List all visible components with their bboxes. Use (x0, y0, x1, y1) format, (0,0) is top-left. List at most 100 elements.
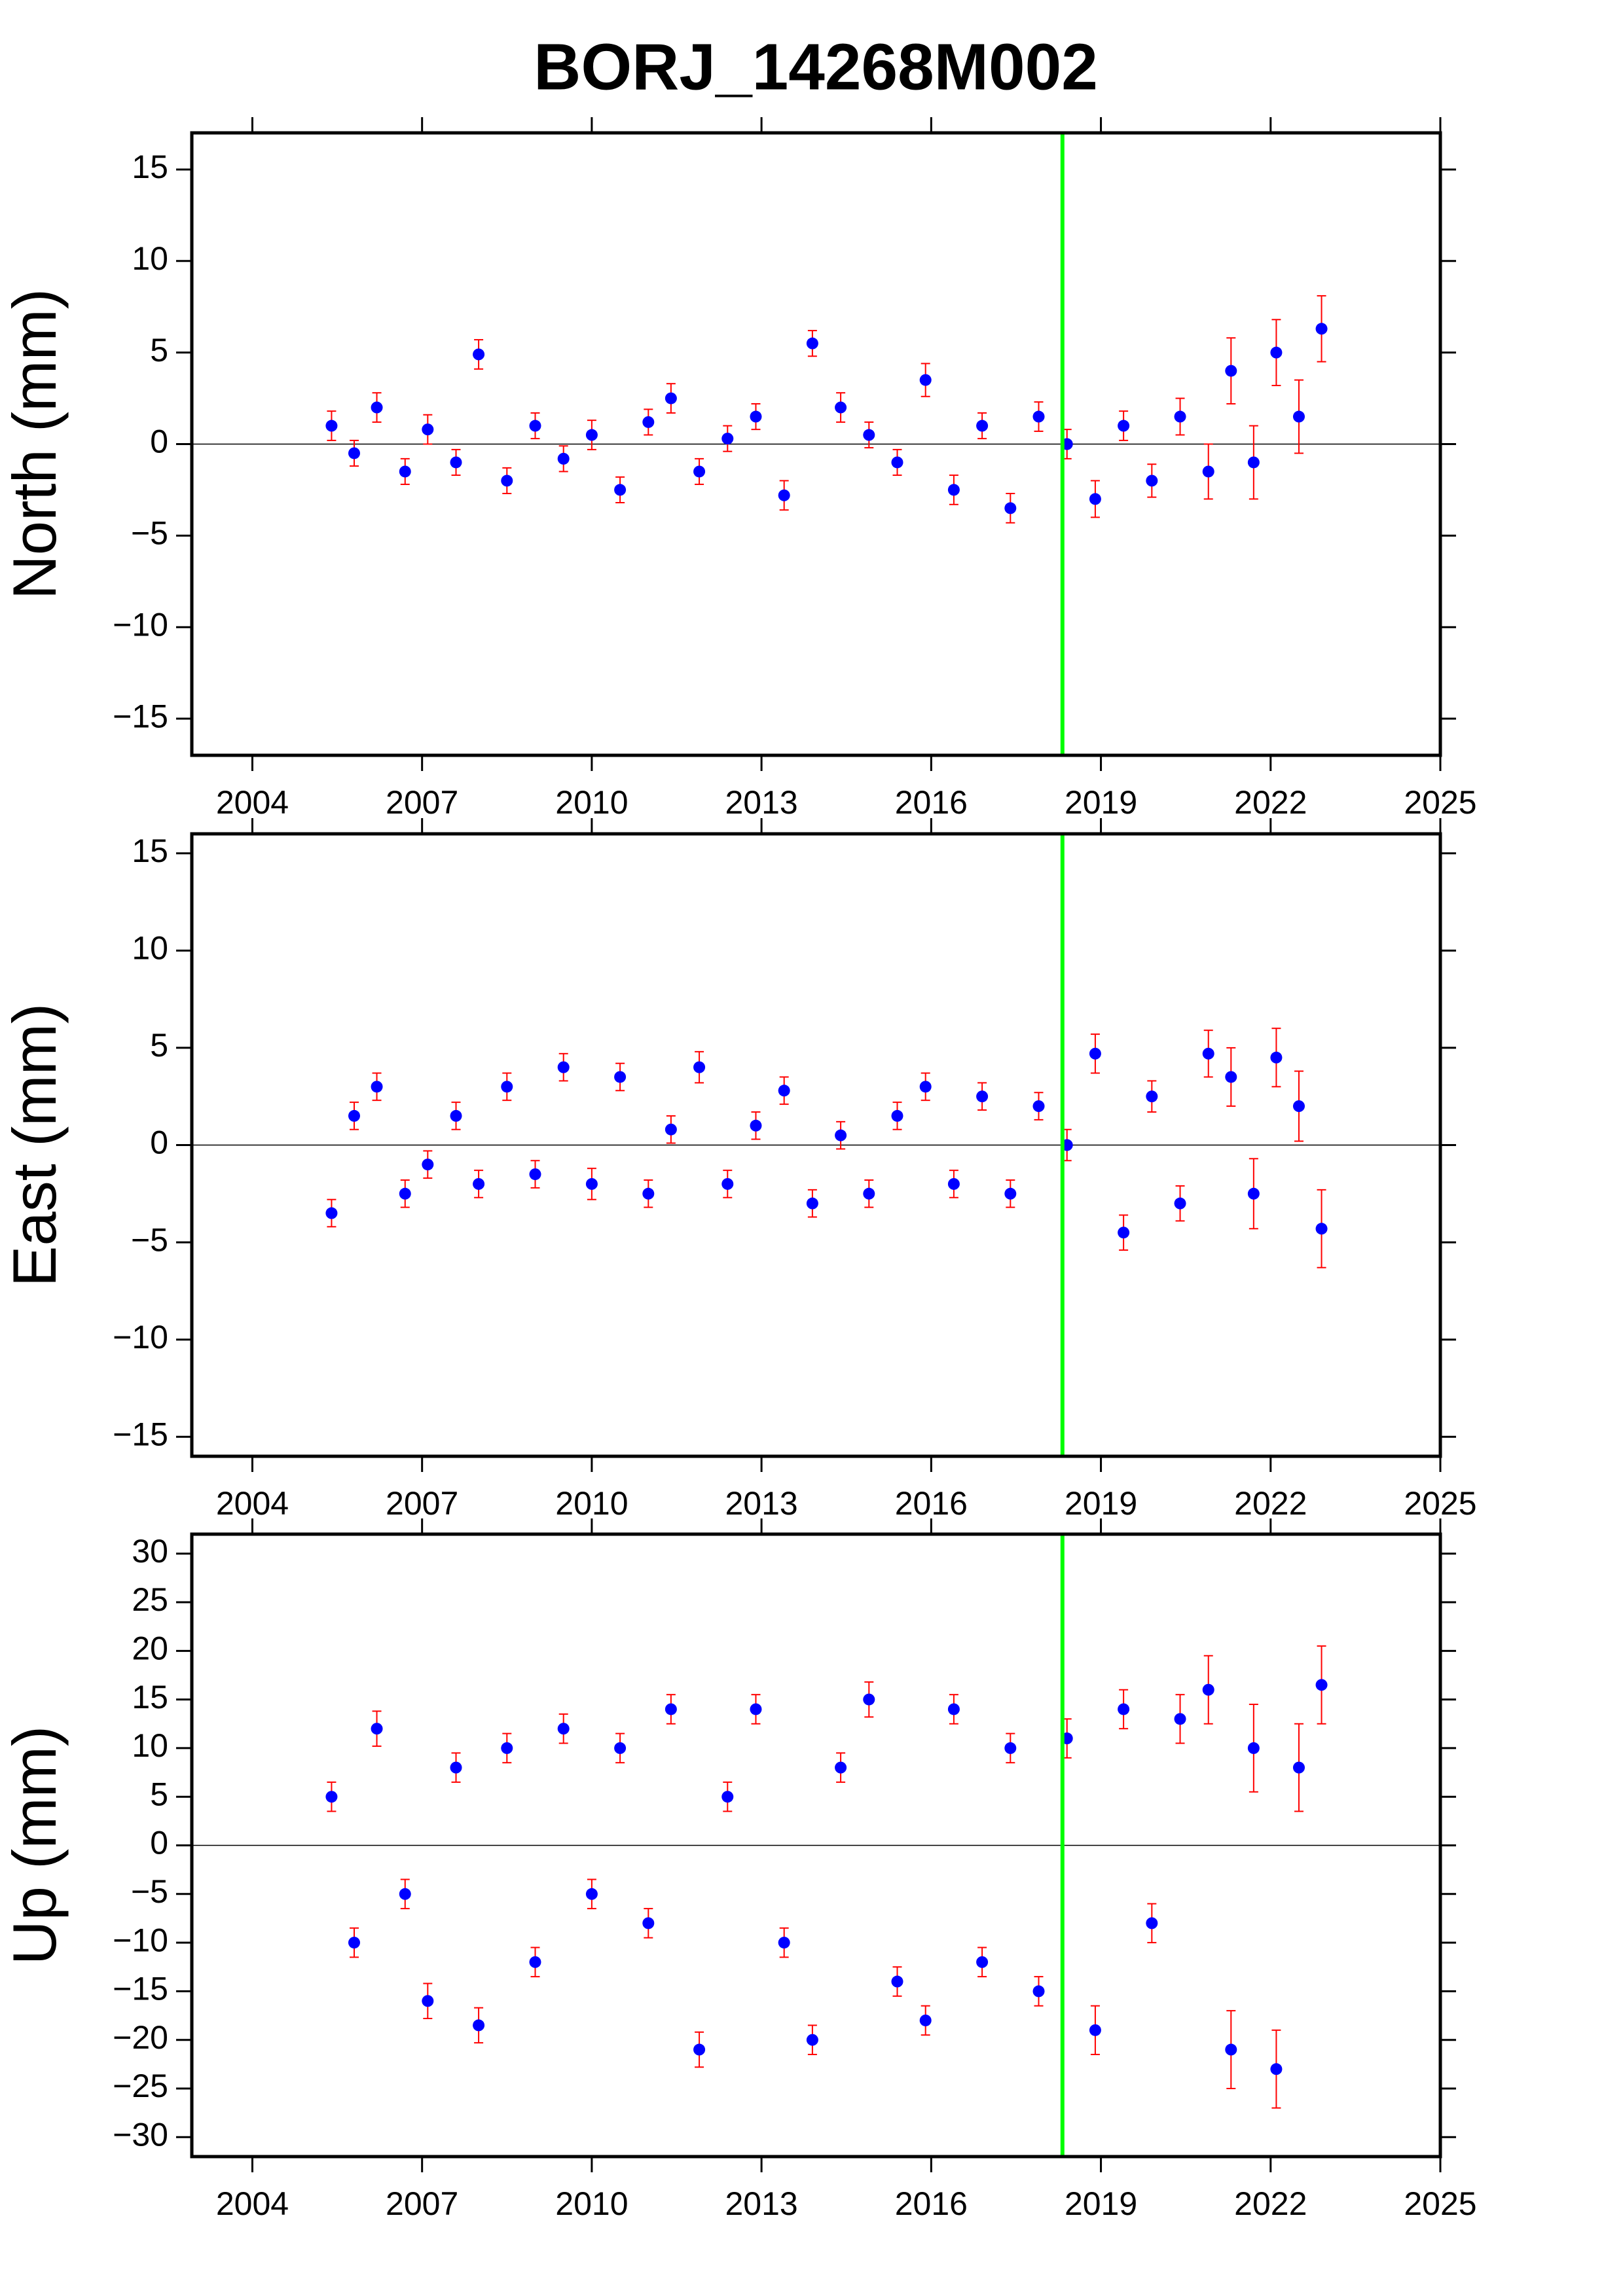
data-point (450, 456, 462, 469)
y-tick-label: 15 (132, 1679, 168, 1715)
data-point (693, 2043, 706, 2056)
x-tick-label: 2022 (1234, 784, 1307, 821)
y-tick-label: 5 (150, 1776, 168, 1812)
y-tick-label: 0 (150, 423, 168, 460)
data-point (806, 1197, 818, 1210)
y-tick-label: 5 (150, 332, 168, 368)
y-tick-label: 15 (132, 149, 168, 185)
data-point (1174, 410, 1186, 423)
data-point (835, 1129, 847, 1141)
y-axis-label: Up (mm) (0, 1726, 69, 1965)
data-point (919, 374, 932, 386)
data-point (835, 401, 847, 414)
y-tick-label: 20 (132, 1630, 168, 1667)
data-point (750, 1119, 762, 1132)
data-point (371, 1723, 383, 1735)
data-point (693, 465, 706, 478)
data-point (1315, 1679, 1328, 1691)
x-tick-label: 2022 (1234, 2185, 1307, 2222)
data-point (325, 420, 338, 432)
data-point (348, 1937, 360, 1949)
data-point (1146, 475, 1158, 487)
data-point (371, 401, 383, 414)
data-point (1089, 493, 1101, 505)
data-point (665, 1703, 677, 1715)
data-point (891, 456, 903, 469)
data-point (976, 1956, 989, 1968)
data-point (501, 1081, 513, 1093)
data-point (399, 465, 411, 478)
data-point (976, 420, 989, 432)
data-point (721, 1791, 734, 1803)
data-point (557, 1061, 570, 1073)
data-point (919, 2014, 932, 2026)
data-point (863, 1187, 875, 1200)
data-point (585, 429, 598, 441)
data-point (1004, 1742, 1017, 1754)
data-point (750, 1703, 762, 1715)
y-tick-label: −15 (113, 1971, 168, 2007)
data-point (614, 484, 627, 496)
data-point (1315, 323, 1328, 335)
data-point (399, 1888, 411, 1900)
y-tick-label: 0 (150, 1124, 168, 1161)
data-point (614, 1742, 627, 1754)
data-point (806, 337, 818, 350)
y-tick-label: −10 (113, 1319, 168, 1355)
y-tick-label: 10 (132, 240, 168, 277)
data-point (1118, 1227, 1130, 1239)
data-point (422, 423, 434, 436)
y-tick-label: 10 (132, 930, 168, 967)
data-point (399, 1187, 411, 1200)
data-point (1247, 1187, 1260, 1200)
data-point (1118, 1703, 1130, 1715)
data-point (325, 1791, 338, 1803)
data-point (891, 1109, 903, 1122)
x-tick-label: 2004 (216, 1485, 289, 1522)
y-tick-label: −10 (113, 1922, 168, 1958)
x-tick-label: 2007 (386, 784, 458, 821)
data-point (557, 452, 570, 465)
x-tick-label: 2007 (386, 1485, 458, 1522)
data-point (1032, 1985, 1045, 1998)
data-point (371, 1081, 383, 1093)
y-axis-label: East (mm) (0, 1003, 69, 1287)
x-tick-label: 2013 (725, 1485, 798, 1522)
x-tick-label: 2010 (555, 784, 628, 821)
y-tick-label: −5 (131, 1221, 168, 1258)
data-point (863, 429, 875, 441)
data-point (778, 489, 790, 501)
data-point (1225, 365, 1237, 377)
data-point (1270, 2063, 1283, 2075)
data-point (450, 1761, 462, 1774)
x-tick-label: 2025 (1404, 1485, 1476, 1522)
data-point (450, 1109, 462, 1122)
y-tick-label: −30 (113, 2116, 168, 2153)
data-point (529, 1956, 541, 1968)
data-point (976, 1090, 989, 1103)
data-point (422, 1158, 434, 1171)
data-point (642, 1187, 655, 1200)
data-point (585, 1888, 598, 1900)
data-point (501, 1742, 513, 1754)
data-point (947, 1703, 960, 1715)
x-tick-label: 2019 (1065, 1485, 1137, 1522)
data-point (665, 1123, 677, 1136)
data-point (1270, 1051, 1283, 1064)
y-tick-label: −5 (131, 1873, 168, 1910)
data-point (473, 1177, 485, 1190)
data-point (501, 475, 513, 487)
x-tick-label: 2016 (895, 1485, 968, 1522)
x-tick-label: 2010 (555, 1485, 628, 1522)
y-tick-label: −10 (113, 606, 168, 643)
y-tick-label: −20 (113, 2019, 168, 2056)
data-point (348, 447, 360, 459)
data-point (947, 1177, 960, 1190)
data-point (422, 1995, 434, 2007)
x-tick-label: 2016 (895, 784, 968, 821)
data-point (1270, 346, 1283, 359)
data-point (1089, 2024, 1101, 2036)
data-point (1032, 1100, 1045, 1113)
data-point (1292, 1761, 1305, 1774)
